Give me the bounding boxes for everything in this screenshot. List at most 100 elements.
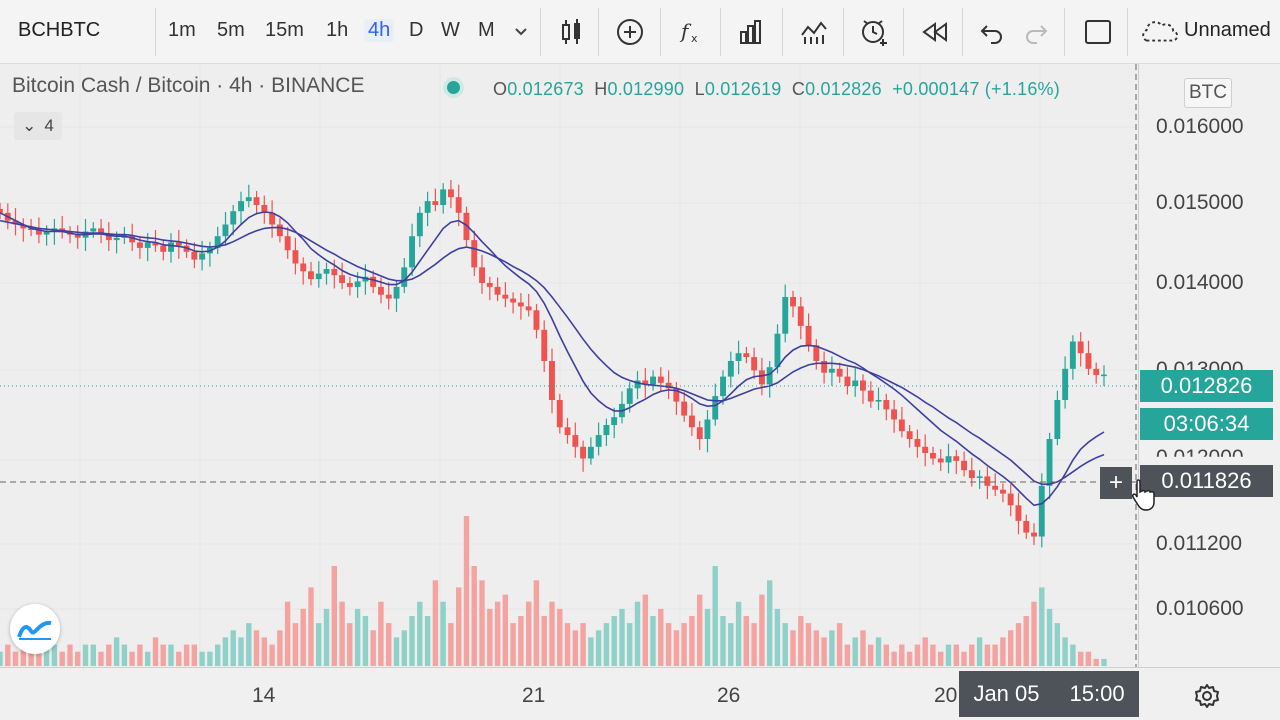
candle-body [673, 388, 680, 402]
timeframe-dropdown-icon[interactable] [506, 14, 536, 50]
candle-body [813, 345, 820, 361]
timeframe-week[interactable]: W [441, 19, 460, 41]
timeframe-1m[interactable]: 1m [168, 19, 196, 41]
templates-chart-icon[interactable] [796, 14, 832, 50]
candle-body [564, 427, 571, 436]
indicators-collapse-button[interactable]: ⌄ 4 [14, 112, 62, 140]
volume-bar [976, 637, 983, 666]
volume-bar [751, 623, 757, 666]
candle-body [657, 376, 664, 383]
volume-bar [67, 644, 73, 666]
volume-bar [1078, 651, 1084, 666]
candle-body [486, 283, 493, 287]
ohlc-values: O0.012673 H0.012990 L0.012619 C0.012826 … [493, 79, 1060, 99]
add-plus-icon[interactable]: + [1100, 467, 1132, 499]
volume-bar [362, 616, 369, 666]
candle-body [238, 201, 244, 212]
compare-add-icon[interactable] [612, 14, 648, 50]
price-chart[interactable] [0, 64, 1138, 667]
volume-bar [1085, 651, 1092, 666]
volume-bar [0, 651, 3, 666]
volume-bar [891, 651, 897, 666]
volume-bar [393, 637, 400, 666]
candle-body [245, 197, 252, 202]
candle-body [517, 302, 524, 307]
candle-body [1000, 489, 1006, 494]
candle-body [129, 236, 136, 243]
candle-body [43, 231, 50, 235]
candle-body [1046, 439, 1053, 486]
volume-bar [611, 616, 617, 666]
candle-body [1007, 493, 1014, 506]
volume-bar [160, 644, 166, 666]
chart-type-candles-icon[interactable] [553, 14, 589, 50]
crosshair-price-label: 0.011826 [1140, 465, 1273, 497]
candle-body [230, 211, 237, 225]
time-tick: 21 [522, 684, 546, 707]
crosshair-date: Jan 05 [973, 681, 1040, 706]
volume-bar [440, 601, 446, 666]
volume-bar [984, 644, 991, 666]
replay-rewind-icon[interactable] [917, 14, 953, 50]
symbol-search-button[interactable]: BCHBTC [18, 19, 101, 41]
volume-bar [689, 616, 695, 666]
gear-icon[interactable] [1194, 683, 1220, 714]
candle-body [168, 242, 174, 252]
timeframe-month[interactable]: M [478, 19, 495, 41]
candle-body [525, 306, 532, 311]
candle-body [90, 228, 97, 232]
volume-bar [261, 637, 267, 666]
volume-bar [199, 651, 205, 666]
candle-body [455, 197, 462, 213]
volume-bar [238, 637, 244, 666]
candle-body [160, 245, 167, 252]
price-tick: 0.014000 [1156, 271, 1244, 294]
timeframe-5m[interactable]: 5m [217, 19, 245, 41]
redo-icon[interactable] [1018, 14, 1054, 50]
volume-bar [1000, 637, 1006, 666]
chart-pane[interactable] [0, 64, 1138, 667]
volume-bar [790, 630, 796, 666]
volume-bar [665, 623, 672, 666]
candle-body [549, 361, 555, 400]
undo-icon[interactable] [974, 14, 1010, 50]
volume-bar [331, 566, 337, 666]
candle-body [137, 242, 143, 248]
timeframe-day[interactable]: D [409, 19, 424, 41]
fullscreen-square-icon[interactable] [1080, 14, 1116, 50]
alert-clock-icon[interactable] [856, 14, 892, 50]
candle-body [1015, 505, 1022, 521]
volume-bar [743, 616, 749, 666]
candle-body [1101, 374, 1107, 377]
candle-body [1062, 368, 1069, 400]
timeframe-4h[interactable]: 4h [364, 19, 395, 42]
tradingview-logo-icon[interactable] [10, 604, 60, 654]
currency-label[interactable]: BTC [1184, 78, 1232, 108]
financials-bars-icon[interactable] [733, 14, 769, 50]
time-tick: 20 [934, 684, 958, 707]
layout-name-button[interactable]: Unnamed [1184, 19, 1271, 41]
toolbar-divider [903, 8, 904, 56]
volume-bar [316, 623, 322, 666]
candle-body [424, 201, 431, 213]
cloud-save-icon[interactable] [1138, 14, 1180, 50]
timeframe-15m[interactable]: 15m [265, 19, 304, 41]
timeframe-1h[interactable]: 1h [326, 19, 349, 41]
candle-body [860, 380, 866, 391]
open-value: 0.012673 [507, 79, 584, 99]
volume-bar [284, 601, 291, 666]
volume-bar [253, 630, 260, 666]
price-scale[interactable] [1138, 64, 1280, 667]
volume-bar [541, 616, 547, 666]
volume-bar [137, 644, 143, 666]
candle-body [175, 242, 182, 246]
volume-bar [938, 651, 944, 666]
volume-bar [759, 594, 765, 666]
candle-body [292, 250, 299, 264]
candle-body [689, 415, 695, 428]
candle-body [867, 390, 874, 402]
candle-body [463, 212, 470, 241]
candle-body [1054, 400, 1061, 439]
